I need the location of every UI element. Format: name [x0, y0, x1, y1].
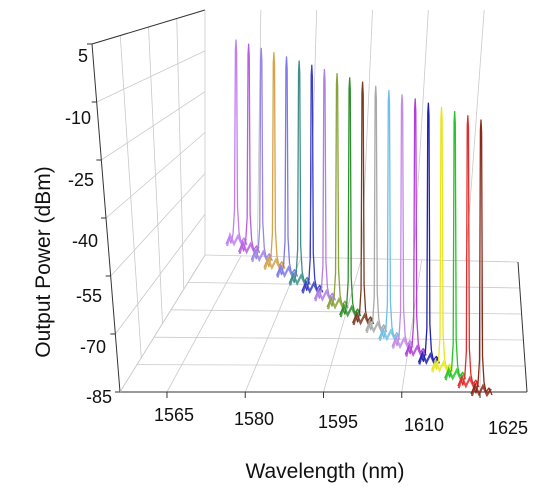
- top-edge-line: [91, 9, 206, 45]
- floor-gridline: [187, 282, 520, 289]
- side-gridline: [119, 35, 142, 358]
- y-tick-label: -40: [72, 231, 98, 251]
- spectrum-trace: [404, 98, 427, 356]
- y-tick-label: -55: [76, 286, 102, 306]
- right-edge-line: [517, 261, 528, 393]
- x-tick-label: 1625: [488, 418, 528, 438]
- x-axis-title: Wavelength (nm): [245, 460, 404, 483]
- x-tick-label: 1580: [234, 409, 274, 429]
- y-tick-label: -10: [65, 108, 91, 128]
- spectrum-trace: [250, 47, 273, 262]
- x-tick-labels: 1565 1580 1595 1610 1625: [154, 405, 528, 438]
- back-wall-grid: [256, 9, 485, 261]
- spectrum-trace: [339, 77, 362, 317]
- y-tick-label: -25: [68, 170, 94, 190]
- y-axis-title: Output Power (dBm): [32, 166, 55, 357]
- floor-gridline: [136, 364, 526, 367]
- spectrum-trace: [430, 106, 454, 372]
- spectrum-trace: [351, 81, 375, 325]
- floor-gridline: [401, 259, 423, 393]
- axis-frame: [87, 9, 528, 398]
- y-tick-label: -70: [80, 337, 106, 357]
- x-tick-label: 1610: [404, 415, 444, 435]
- spectrum-trace: [470, 119, 493, 396]
- spectrum-trace: [391, 94, 414, 348]
- spectrum-trace: [301, 64, 324, 293]
- spectrum-trace: [365, 85, 388, 333]
- spectrum-trace: [225, 39, 248, 246]
- x-tick-label: 1565: [154, 405, 194, 425]
- y-tick-labels: 5 -10 -25 -40 -55 -70 -85: [65, 46, 112, 407]
- floor-grid: [136, 255, 526, 393]
- y-tick-label: -85: [86, 387, 112, 407]
- floor-gridline: [166, 255, 242, 393]
- spectrum-trace: [457, 115, 480, 388]
- side-gridline: [148, 26, 163, 324]
- side-wall-grid: [91, 9, 206, 393]
- x-tick-label: 1595: [318, 412, 358, 432]
- back-gridline: [256, 9, 262, 257]
- spectrum-trace: [417, 102, 440, 364]
- floor-gridline: [323, 258, 362, 393]
- spectrum-trace: [288, 60, 311, 285]
- spectrum-trace: [238, 43, 261, 254]
- floor-edge-line: [119, 254, 206, 393]
- spectrum-trace: [326, 73, 349, 309]
- y-tick-label: 5: [78, 46, 88, 66]
- spectrum-trace: [378, 89, 401, 340]
- spectrum-trace: [313, 68, 337, 301]
- noise-floor-mark: [470, 381, 492, 398]
- spectrum-trace: [263, 51, 286, 269]
- spectrum-trace: [275, 56, 299, 277]
- floor-gridline: [153, 336, 524, 341]
- side-gridline: [176, 18, 185, 290]
- spectrum-traces: [225, 39, 493, 398]
